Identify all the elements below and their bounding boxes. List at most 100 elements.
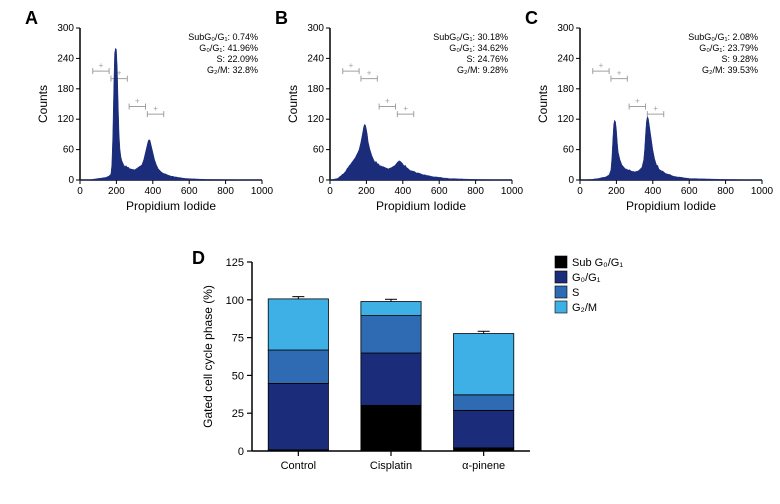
x-tick-label: 600 bbox=[681, 186, 698, 197]
y-tick-label: 240 bbox=[57, 53, 74, 64]
y-axis-label: Counts bbox=[286, 85, 300, 123]
gate-label: + bbox=[153, 104, 158, 113]
bar-segment bbox=[268, 350, 328, 383]
panel-a: A06012018024030002004006008001000Propidi… bbox=[25, 8, 274, 213]
bar-segment bbox=[454, 410, 514, 447]
legend-label: G₂/M bbox=[572, 302, 597, 314]
legend: Sub G₀/G₁ G₀/G₁ S G₂/M bbox=[555, 256, 623, 314]
gate-label: + bbox=[635, 97, 640, 106]
y-axis-label: Counts bbox=[536, 85, 550, 123]
y-tick-label: 0 bbox=[68, 175, 74, 186]
bar-segment bbox=[361, 405, 421, 451]
panel-label-d: D bbox=[192, 248, 205, 268]
y-tick-label: 60 bbox=[63, 145, 75, 156]
panel-stats-line: SubG₀/G₁: 30.18% bbox=[433, 32, 508, 42]
y-tick-label: 60 bbox=[563, 145, 575, 156]
gate-label: + bbox=[367, 69, 372, 78]
y-tick-label: 240 bbox=[307, 53, 324, 64]
bar-segment bbox=[268, 383, 328, 449]
x-axis-label: Propidium Iodide bbox=[126, 199, 216, 213]
y-tick-label: 125 bbox=[226, 257, 244, 269]
x-tick-label: 0 bbox=[327, 186, 333, 197]
panel-stats-line: G₀/G₁: 34.62% bbox=[449, 43, 508, 53]
x-tick-label: 400 bbox=[144, 186, 161, 197]
x-tick-label: 0 bbox=[77, 186, 83, 197]
legend-swatch bbox=[555, 301, 567, 313]
bar-segment bbox=[454, 334, 514, 395]
y-tick-label: 240 bbox=[557, 53, 574, 64]
y-tick-label: 0 bbox=[238, 446, 244, 458]
panel-stats-line: G₀/G₁: 41.96% bbox=[199, 43, 258, 53]
y-tick-label: 180 bbox=[307, 84, 324, 95]
y-tick-label: 120 bbox=[57, 114, 74, 125]
x-tick-label: 1000 bbox=[251, 186, 274, 197]
panel-stats-line: S: 24.76% bbox=[466, 54, 508, 64]
gate-label: + bbox=[385, 97, 390, 106]
panel-stats-line: SubG₀/G₁: 0.74% bbox=[188, 32, 258, 42]
y-tick-label: 0 bbox=[568, 175, 574, 186]
panel-label-a: A bbox=[25, 8, 38, 28]
bar-segment bbox=[454, 395, 514, 411]
x-axis-label: Propidium Iodide bbox=[376, 199, 466, 213]
y-tick-label: 100 bbox=[226, 295, 244, 307]
histogram-fill bbox=[580, 117, 762, 180]
legend-swatch bbox=[555, 286, 567, 298]
legend-label: S bbox=[572, 287, 579, 299]
y-tick-label: 180 bbox=[557, 84, 574, 95]
bar-segment bbox=[361, 302, 421, 316]
legend-label: G₀/G₁ bbox=[572, 272, 601, 284]
x-tick-label: 400 bbox=[644, 186, 661, 197]
bar-segment bbox=[454, 448, 514, 451]
x-tick-label: 800 bbox=[467, 186, 484, 197]
x-tick-label: 1000 bbox=[501, 186, 524, 197]
y-tick-label: 50 bbox=[232, 370, 244, 382]
panel-c: C 0 60 120 180 240 300 0 200 400 600 800 1000 Propidi… bbox=[525, 8, 774, 213]
x-tick-label: α-pinene bbox=[462, 460, 505, 472]
y-tick-label: 75 bbox=[232, 333, 244, 345]
gate-label: + bbox=[617, 69, 622, 78]
gate-label: + bbox=[599, 61, 604, 70]
histogram-fill bbox=[330, 124, 512, 180]
x-tick-label: Control bbox=[281, 460, 316, 472]
y-tick-label: 300 bbox=[57, 23, 74, 34]
x-tick-label: 200 bbox=[358, 186, 375, 197]
figure-root: A06012018024030002004006008001000Propidi… bbox=[0, 0, 780, 504]
bar-segment bbox=[268, 299, 328, 350]
gate-label: + bbox=[135, 97, 140, 106]
y-tick-label: 180 bbox=[57, 84, 74, 95]
x-tick-label: Cisplatin bbox=[370, 460, 412, 472]
panel-label-c: C bbox=[525, 8, 538, 28]
panel-label-b: B bbox=[275, 8, 288, 28]
legend-swatch bbox=[555, 271, 567, 283]
y-tick-label: 300 bbox=[307, 23, 324, 34]
x-tick-label: 1000 bbox=[751, 186, 774, 197]
x-tick-label: 200 bbox=[608, 186, 625, 197]
x-tick-label: 600 bbox=[181, 186, 198, 197]
y-tick-label: 120 bbox=[307, 114, 324, 125]
y-tick-label: 0 bbox=[318, 175, 324, 186]
gate-label: + bbox=[653, 104, 658, 113]
panel-stats-line: S: 22.09% bbox=[216, 54, 258, 64]
panel-stats-line: G₀/G₁: 23.79% bbox=[699, 43, 758, 53]
gate-label: + bbox=[99, 61, 104, 70]
y-tick-label: 60 bbox=[313, 145, 325, 156]
x-tick-label: 400 bbox=[394, 186, 411, 197]
x-tick-label: 200 bbox=[108, 186, 125, 197]
bar-segment bbox=[361, 316, 421, 353]
y-tick-label: 300 bbox=[557, 23, 574, 34]
y-tick-label: 120 bbox=[557, 114, 574, 125]
y-tick-label: 25 bbox=[232, 408, 244, 420]
panel-b: B 0 60 120 180 240 300 0 200 400 600 800 1000 Propidi… bbox=[275, 8, 524, 213]
bar-segment bbox=[361, 353, 421, 405]
y-axis-label: Gated cell cycle phase (%) bbox=[201, 285, 215, 428]
panel-stats-line: G₂/M: 39.53% bbox=[702, 65, 758, 75]
panel-stats-line: G₂/M: 9.28% bbox=[457, 65, 508, 75]
x-tick-label: 0 bbox=[577, 186, 583, 197]
y-axis-label: Counts bbox=[36, 85, 50, 123]
gate-label: + bbox=[403, 104, 408, 113]
legend-label: Sub G₀/G₁ bbox=[572, 257, 623, 269]
x-tick-label: 600 bbox=[431, 186, 448, 197]
x-axis-label: Propidium Iodide bbox=[626, 199, 716, 213]
panel-d: D 0 25 50 75 100 125 Gated cell cycle phase (%)… bbox=[192, 248, 623, 472]
x-tick-label: 800 bbox=[717, 186, 734, 197]
